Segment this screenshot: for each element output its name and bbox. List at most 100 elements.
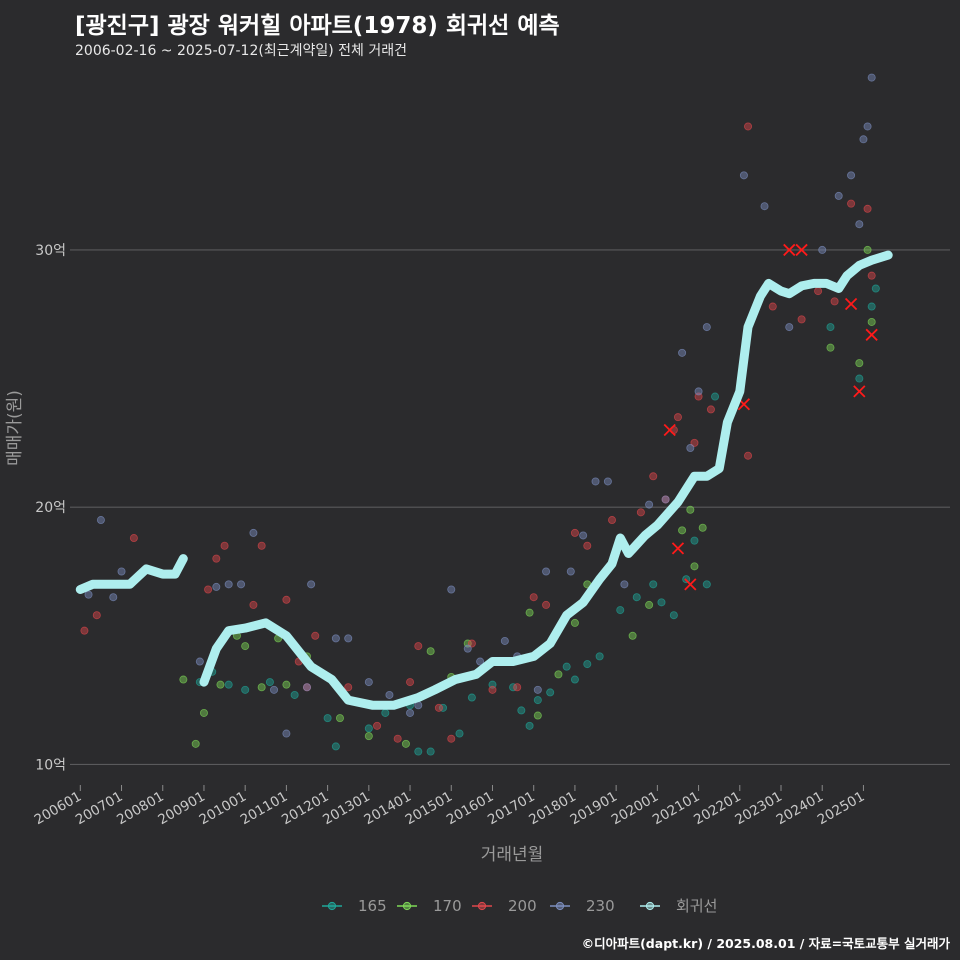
grid-lines: [70, 249, 950, 766]
point-170: [335, 714, 344, 723]
cancelled-mark: [844, 297, 858, 311]
point-200: [706, 405, 715, 414]
point-170: [401, 739, 410, 748]
point-165: [871, 284, 880, 293]
y-tick-label: 30억: [35, 243, 66, 259]
point-170: [678, 526, 687, 535]
point-165: [455, 729, 464, 738]
point-200: [92, 611, 101, 620]
point-165: [323, 714, 332, 723]
point-230: [344, 634, 353, 643]
point-170: [628, 631, 637, 640]
point-230: [603, 477, 612, 486]
point-200: [249, 600, 258, 609]
point-230: [760, 202, 769, 211]
x-axis-label: 거래년월: [481, 845, 544, 865]
point-230: [109, 593, 118, 602]
point-170: [690, 562, 699, 571]
point-165: [265, 678, 274, 687]
point-170: [426, 647, 435, 656]
legend: 165 170 200 230 회귀선: [322, 897, 717, 915]
point-200: [344, 683, 353, 692]
point-230: [847, 171, 856, 180]
point-200: [636, 508, 645, 517]
point-230: [476, 657, 485, 666]
point-230: [579, 531, 588, 540]
regression-segment: [199, 250, 893, 710]
legend-item: 170: [397, 897, 462, 915]
point-165: [867, 302, 876, 311]
point-230: [834, 191, 843, 200]
legend-label: 회귀선: [676, 897, 717, 915]
point-230: [447, 585, 456, 594]
point-165: [533, 696, 542, 705]
point-165: [414, 747, 423, 756]
point-230: [620, 580, 629, 589]
cancelled-mark: [783, 243, 796, 257]
point-200: [570, 528, 579, 537]
point-200: [673, 413, 682, 422]
point-170: [179, 675, 188, 684]
cancelled-mark: [663, 423, 676, 437]
point-165: [669, 611, 678, 620]
point-230: [406, 708, 415, 717]
legend-item: 230: [550, 897, 615, 915]
point-200: [744, 122, 753, 131]
legend-marker: [402, 901, 412, 911]
chart-subtitle: 2006-02-16 ~ 2025-07-12(최근계약일) 전체 거래건: [75, 43, 407, 59]
point-170: [863, 245, 872, 254]
point-230: [785, 323, 794, 332]
point-165: [562, 662, 571, 671]
point-230: [859, 135, 868, 144]
cancelled-mark: [853, 385, 866, 398]
point-165: [657, 598, 666, 607]
regression-segment: [75, 554, 188, 594]
point-165: [583, 660, 592, 669]
point-200: [467, 639, 476, 648]
point-230: [686, 444, 695, 453]
x-tick-label: 202501: [815, 789, 868, 829]
x-axis-ticks: 2006012007012008012009012010012011012012…: [32, 785, 868, 829]
point-165: [364, 724, 373, 733]
point-170: [570, 618, 579, 627]
point-170: [525, 608, 534, 617]
point-165: [711, 392, 720, 401]
point-165: [331, 742, 340, 751]
legend-item: 165: [322, 897, 387, 915]
point-165: [632, 593, 641, 602]
point-170: [855, 359, 864, 368]
legend-label: 230: [586, 897, 615, 915]
point-200: [529, 593, 538, 602]
point-200: [282, 595, 291, 604]
point-170: [867, 317, 876, 326]
cancelled-mark: [795, 243, 808, 257]
scatter-points: [80, 73, 880, 756]
legend-marker: [645, 901, 655, 911]
point-170: [191, 739, 200, 748]
point-170: [282, 680, 291, 689]
legend-label: 165: [358, 897, 387, 915]
point-230: [591, 477, 600, 486]
point-170: [686, 505, 695, 514]
point-230: [863, 122, 872, 131]
point-230: [702, 323, 711, 332]
point-170: [645, 600, 654, 609]
point-230: [117, 567, 126, 576]
point-165: [224, 680, 233, 689]
point-230: [270, 685, 279, 694]
point-230: [237, 580, 246, 589]
legend-label: 170: [433, 897, 462, 915]
point-230: [463, 644, 472, 653]
point-230: [533, 685, 542, 694]
y-tick-label: 20억: [35, 500, 66, 516]
point-165: [381, 708, 390, 717]
point-200: [583, 541, 592, 550]
y-axis-label: 매매가(원): [5, 390, 25, 466]
point-170: [199, 708, 208, 717]
point-200: [768, 302, 777, 311]
point-170: [533, 711, 542, 720]
point-170: [554, 670, 563, 679]
point-165: [467, 693, 476, 702]
point-170: [698, 523, 707, 532]
